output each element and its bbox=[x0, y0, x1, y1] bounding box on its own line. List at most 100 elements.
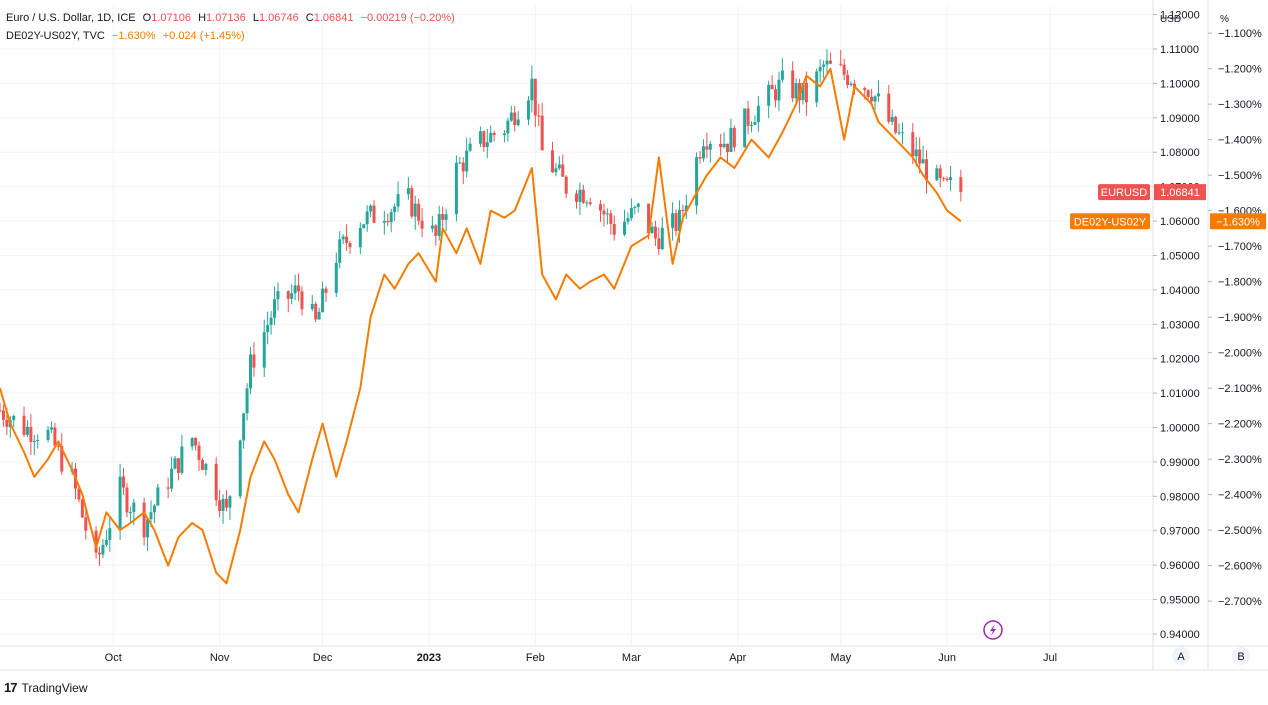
candle-body bbox=[914, 149, 918, 157]
candle bbox=[214, 457, 218, 506]
scale-button-b[interactable]: B bbox=[1232, 647, 1250, 665]
scale-button-a[interactable]: A bbox=[1172, 647, 1190, 665]
candle-body bbox=[540, 115, 544, 151]
candle-body bbox=[128, 512, 132, 514]
candle bbox=[698, 150, 702, 164]
candle bbox=[262, 319, 266, 377]
candle bbox=[842, 58, 846, 81]
candle bbox=[599, 199, 603, 222]
candle bbox=[729, 118, 733, 153]
candle bbox=[938, 164, 942, 188]
lightning-icon[interactable] bbox=[983, 620, 1003, 640]
candle-body bbox=[98, 552, 102, 555]
candle bbox=[80, 498, 84, 519]
candle-body bbox=[156, 487, 160, 506]
candle-body bbox=[825, 60, 829, 65]
candle bbox=[98, 546, 102, 566]
time-tick-label: Jul bbox=[1043, 652, 1057, 664]
candle-body bbox=[945, 178, 949, 181]
candle bbox=[719, 133, 723, 156]
candle bbox=[623, 209, 627, 237]
candle-body bbox=[297, 285, 301, 292]
price-tick-label: 1.06000 bbox=[1160, 216, 1200, 228]
candle bbox=[537, 103, 541, 127]
candle bbox=[204, 462, 208, 476]
candle-body bbox=[36, 439, 40, 441]
candle bbox=[818, 59, 822, 83]
high-label: H bbox=[198, 12, 207, 24]
candle bbox=[49, 421, 53, 433]
candle bbox=[502, 130, 506, 143]
candle-body bbox=[485, 142, 489, 148]
candle-body bbox=[190, 437, 194, 447]
candle bbox=[753, 115, 757, 126]
candle-body bbox=[581, 189, 585, 203]
eurusd-symbol: Euro / U.S. Dollar, 1D, ICE bbox=[6, 12, 136, 24]
candle-body bbox=[108, 528, 112, 540]
time-tick-label: Dec bbox=[313, 652, 333, 664]
time-tick-label: Feb bbox=[526, 652, 545, 664]
candle bbox=[942, 176, 946, 182]
candle-body bbox=[935, 168, 939, 181]
spread-change: +0.024 (+1.45%) bbox=[162, 30, 245, 42]
candle-body bbox=[369, 205, 373, 212]
price-tick-label: 1.10000 bbox=[1160, 78, 1200, 90]
candle bbox=[506, 117, 510, 142]
candle bbox=[554, 163, 558, 177]
candle bbox=[605, 208, 609, 225]
candle-body bbox=[53, 427, 57, 446]
candle bbox=[550, 141, 554, 174]
candle bbox=[338, 231, 342, 269]
candle-body bbox=[317, 312, 321, 320]
candle-body bbox=[575, 193, 578, 202]
spread-tick-label: −2.300% bbox=[1218, 454, 1262, 466]
candle bbox=[276, 282, 280, 311]
candle bbox=[362, 223, 366, 229]
price-axis-unit: USD bbox=[1160, 14, 1181, 25]
candle bbox=[770, 75, 774, 90]
candle bbox=[36, 434, 40, 449]
candle-body bbox=[725, 143, 729, 152]
price-tick-label: 1.11000 bbox=[1160, 44, 1199, 56]
candle-body bbox=[252, 354, 256, 368]
time-tick-label: Apr bbox=[729, 652, 746, 664]
scale-button-bg bbox=[1172, 647, 1190, 665]
candle-body bbox=[430, 225, 434, 229]
lightning-icon-bolt bbox=[990, 624, 996, 636]
candle-body bbox=[32, 440, 36, 442]
low-label: L bbox=[252, 12, 259, 24]
candle-body bbox=[101, 544, 105, 555]
candle-body bbox=[815, 71, 819, 103]
candle-body bbox=[533, 78, 537, 116]
candle-body bbox=[653, 226, 657, 239]
candle-body bbox=[647, 203, 651, 234]
candle bbox=[108, 517, 112, 552]
candle bbox=[756, 96, 760, 132]
candle bbox=[650, 222, 654, 234]
candle bbox=[417, 198, 421, 226]
eurusd-price-tag: EURUSD 1.06841 bbox=[1098, 184, 1206, 201]
candle bbox=[695, 152, 699, 215]
candle bbox=[173, 455, 177, 470]
candle bbox=[482, 130, 486, 152]
candle-body bbox=[146, 519, 150, 538]
candle-body bbox=[482, 131, 486, 148]
candle-body bbox=[170, 468, 174, 489]
spread-value: −1.630% bbox=[111, 30, 156, 42]
candle-body bbox=[633, 206, 637, 208]
candle bbox=[767, 80, 771, 118]
candle bbox=[876, 80, 880, 102]
legend-spread[interactable]: DE02Y-US02Y, TVC −1.630% +0.024 (+1.45%) bbox=[6, 30, 249, 42]
candle-body bbox=[29, 426, 33, 442]
candle bbox=[750, 121, 754, 133]
candle-body bbox=[94, 530, 98, 553]
legend-eurusd[interactable]: Euro / U.S. Dollar, 1D, ICE O1.07106 H1.… bbox=[6, 12, 459, 24]
candle-body bbox=[701, 146, 705, 159]
candle bbox=[533, 78, 537, 128]
candle bbox=[176, 457, 180, 481]
candle-body bbox=[719, 143, 723, 148]
candle-body bbox=[629, 207, 633, 219]
candle bbox=[468, 137, 472, 152]
candle bbox=[671, 202, 675, 241]
